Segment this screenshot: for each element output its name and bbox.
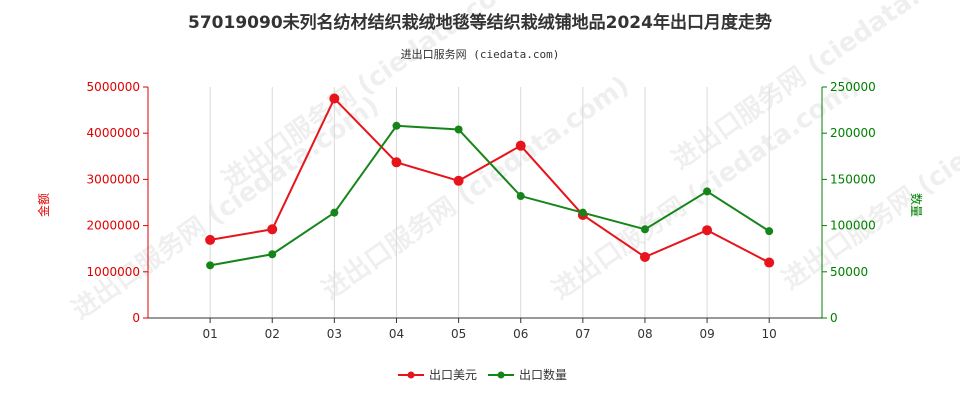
y-right-tick-label: 100000	[830, 219, 876, 233]
data-point-series-1	[267, 224, 278, 235]
legend-label: 出口美元	[429, 368, 477, 382]
watermark-text: 进出口服务网 (ciedata.com)	[667, 0, 960, 176]
y-right-tick-label: 0	[830, 311, 838, 325]
legend-swatch-marker	[497, 371, 505, 379]
chart-title: 57019090未列名纺材结织栽绒地毯等结织栽绒铺地品2024年出口月度走势	[188, 13, 772, 33]
data-point-series-1	[702, 225, 713, 236]
x-tick-label: 08	[637, 327, 652, 341]
data-point-series-2	[516, 192, 525, 201]
watermark-layer: 进出口服务网 (ciedata.com) 进出口服务网 (ciedata.com)…	[67, 0, 960, 326]
y-right-tick-label: 250000	[830, 80, 876, 94]
data-point-series-1	[639, 252, 650, 263]
x-tick-label: 07	[575, 327, 590, 341]
y-left-tick-label: 1000000	[87, 265, 140, 279]
y-left-tick-label: 5000000	[87, 80, 140, 94]
data-point-series-2	[640, 225, 649, 234]
series-layer	[205, 93, 775, 270]
data-point-series-2	[330, 208, 339, 217]
y-axis-right-title: 数量	[909, 193, 924, 217]
data-point-series-2	[206, 261, 215, 270]
y-axis-left-title: 金额	[36, 193, 51, 217]
legend: 出口美元 出口数量	[398, 367, 567, 382]
x-tick-label: 01	[202, 327, 217, 341]
data-point-series-2	[578, 208, 587, 217]
x-tick-label: 06	[513, 327, 528, 341]
y-right-tick-label: 50000	[830, 265, 868, 279]
y-left-tick-label: 2000000	[87, 219, 140, 233]
tick-labels: 0100000020000003000000400000050000000500…	[87, 80, 876, 341]
x-tick-label: 02	[265, 327, 280, 341]
data-point-series-1	[515, 140, 526, 151]
x-tick-label: 03	[327, 327, 342, 341]
data-point-series-1	[764, 257, 775, 268]
data-point-series-2	[765, 227, 774, 236]
y-right-tick-label: 200000	[830, 126, 876, 140]
axes	[143, 86, 827, 323]
data-point-series-1	[453, 175, 464, 186]
data-point-series-2	[392, 121, 401, 130]
legend-swatch-marker	[407, 371, 415, 379]
legend-label: 出口数量	[519, 367, 567, 382]
y-left-tick-label: 3000000	[87, 172, 140, 186]
x-tick-label: 05	[451, 327, 466, 341]
chart-subtitle: 进出口服务网 (ciedata.com)	[400, 48, 560, 61]
y-left-tick-label: 0	[132, 311, 140, 325]
data-point-series-2	[703, 187, 712, 196]
y-left-tick-label: 4000000	[87, 126, 140, 140]
x-tick-label: 04	[389, 327, 404, 341]
x-tick-label: 09	[699, 327, 714, 341]
data-point-series-2	[454, 125, 463, 134]
data-point-series-1	[205, 234, 216, 245]
data-point-series-1	[329, 93, 340, 104]
data-point-series-2	[268, 250, 277, 259]
x-tick-label: 10	[762, 327, 777, 341]
data-point-series-1	[391, 157, 402, 168]
y-right-tick-label: 150000	[830, 172, 876, 186]
series-line-2	[209, 124, 770, 267]
